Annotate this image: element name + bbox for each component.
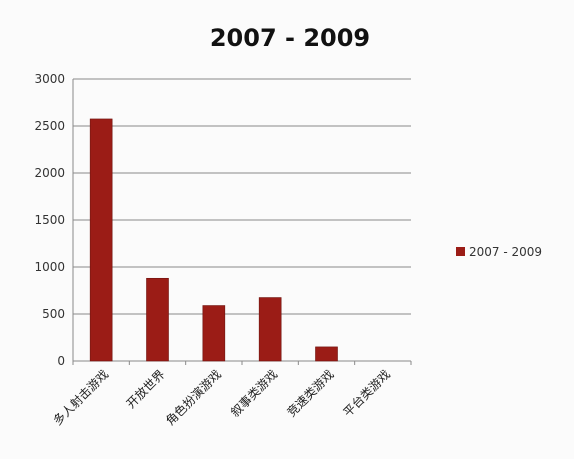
x-tick-label: 开放世界	[123, 367, 168, 412]
y-tick-label: 2000	[34, 166, 65, 180]
y-tick-label: 3000	[34, 72, 65, 86]
y-tick-label: 2500	[34, 119, 65, 133]
bar	[202, 305, 226, 362]
x-tick-label: 平台类游戏	[340, 367, 393, 420]
x-tick-label: 竞速类游戏	[284, 367, 336, 419]
bar	[315, 346, 338, 362]
chart-title: 2007 - 2009	[209, 24, 371, 52]
bar	[89, 118, 113, 362]
y-tick-label: 1000	[34, 260, 65, 274]
bar	[146, 277, 169, 362]
legend-swatch	[456, 247, 465, 256]
legend-label: 2007 - 2009	[469, 245, 542, 259]
x-tick-label: 叙事类游戏	[228, 367, 280, 419]
x-tick-label: 多人射击游戏	[50, 367, 112, 429]
y-tick-label: 1500	[34, 213, 65, 227]
y-tick-label: 500	[42, 307, 65, 321]
y-tick-label: 0	[57, 354, 65, 368]
x-tick-label: 角色扮演游戏	[162, 367, 224, 429]
bar	[258, 297, 282, 362]
